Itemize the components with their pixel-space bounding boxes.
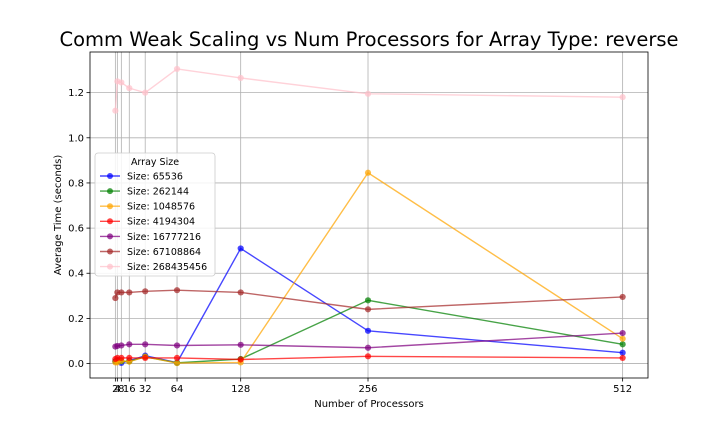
legend-marker	[107, 173, 113, 179]
x-tick-label: 32	[139, 384, 152, 395]
y-tick-label: 1.2	[68, 88, 84, 99]
data-point	[142, 341, 149, 348]
data-point	[619, 335, 626, 342]
legend-marker	[107, 203, 113, 210]
data-point	[173, 354, 181, 362]
data-point	[173, 359, 181, 367]
series-layer	[112, 65, 626, 367]
x-tick-label: 16	[123, 384, 136, 395]
y-axis-title: Average Time (seconds)	[53, 155, 64, 276]
x-tick-label: 8	[118, 384, 124, 395]
legend-item: Size: 4194304	[100, 217, 195, 228]
y-tick-label: 0.2	[68, 314, 84, 325]
legend-label: Size: 67108864	[127, 247, 201, 258]
y-tick-label: 0.8	[68, 178, 84, 189]
data-point	[619, 349, 626, 356]
data-point	[173, 342, 181, 349]
legend-item: Size: 268435456	[100, 262, 207, 273]
data-point	[112, 107, 119, 114]
data-point	[142, 288, 149, 295]
y-tick-label: 0.4	[68, 269, 84, 280]
legend-label: Size: 16777216	[127, 232, 201, 243]
x-tick-label: 64	[171, 384, 184, 395]
y-tick-label: 0.0	[68, 359, 84, 370]
legend-label: Size: 65536	[127, 171, 183, 182]
data-point	[364, 90, 372, 97]
legend-item: Size: 16777216	[100, 232, 201, 243]
data-point	[237, 289, 244, 296]
x-tick-label: 4	[114, 384, 120, 395]
data-point	[619, 94, 626, 101]
legend-marker	[107, 248, 113, 255]
data-point	[118, 354, 125, 362]
legend-label: Size: 262144	[127, 187, 189, 198]
legend-label: Size: 1048576	[127, 202, 195, 213]
data-point	[173, 287, 181, 294]
data-point	[142, 354, 149, 362]
legend-item: Size: 1048576	[100, 202, 195, 213]
data-point	[364, 169, 372, 176]
data-point	[619, 329, 626, 337]
legend-item: Size: 65536	[100, 171, 183, 182]
data-point	[173, 65, 181, 73]
chart-title: Comm Weak Scaling vs Num Processors for …	[59, 28, 678, 51]
plot-frame	[89, 51, 649, 379]
legend-label: Size: 268435456	[127, 262, 207, 273]
legend-item: Size: 67108864	[100, 247, 201, 258]
data-point	[118, 79, 125, 86]
legend-label: Size: 4194304	[127, 217, 195, 228]
data-point	[364, 327, 372, 334]
series-group	[112, 353, 626, 363]
legend-marker	[107, 218, 113, 225]
legend-marker	[107, 188, 113, 195]
data-point	[118, 289, 125, 296]
legend-marker	[107, 263, 113, 270]
data-point	[118, 342, 125, 349]
data-point	[619, 354, 626, 362]
legend-item: Size: 262144	[100, 187, 189, 198]
data-point	[112, 294, 119, 302]
data-point	[364, 297, 372, 304]
legend-items: Size: 65536 Size: 262144 Size: 1048576 Size…	[100, 171, 207, 273]
series-group	[112, 329, 626, 351]
legend-box	[94, 152, 216, 277]
data-point	[237, 74, 244, 82]
data-point	[364, 353, 372, 360]
y-axis: 0.0 0.2 0.4 0.6 0.8 1.0 1.2	[68, 88, 90, 370]
x-tick-label: 512	[613, 384, 632, 395]
data-point	[364, 306, 372, 313]
data-point	[126, 354, 133, 362]
data-point	[126, 289, 133, 296]
data-point	[619, 293, 626, 301]
data-point	[364, 344, 372, 351]
x-tick-label: 2	[112, 384, 118, 395]
data-point	[126, 341, 133, 348]
series-group	[112, 65, 626, 114]
series-group	[112, 287, 626, 313]
y-tick-label: 0.6	[68, 224, 84, 235]
legend-marker	[107, 233, 113, 240]
legend-title: Array Size	[131, 157, 179, 168]
data-point	[237, 245, 244, 252]
x-axis-title: Number of Processors	[314, 399, 424, 410]
data-point	[237, 356, 244, 363]
x-tick-label: 128	[231, 384, 250, 395]
data-point	[142, 89, 149, 96]
data-point	[126, 85, 133, 92]
data-point	[619, 341, 626, 348]
x-tick-label: 256	[358, 384, 377, 395]
data-point	[237, 341, 244, 348]
y-tick-label: 1.0	[68, 133, 84, 144]
